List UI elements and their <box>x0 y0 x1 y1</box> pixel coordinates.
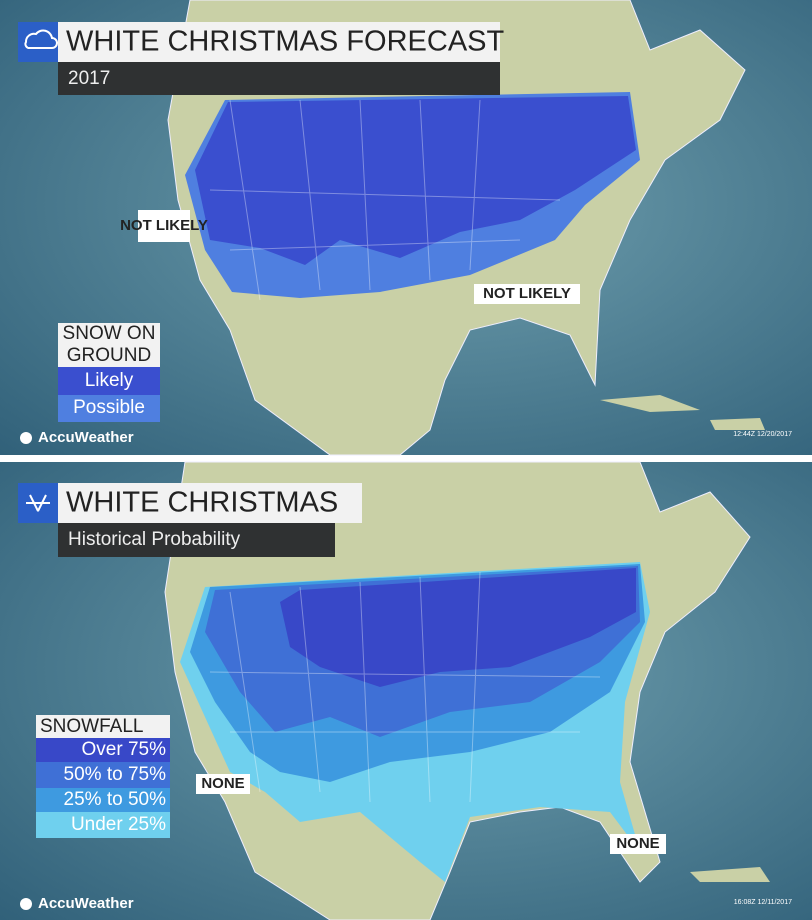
legend-title-box <box>58 323 160 367</box>
panel-historical: WHITE CHRISTMAS Historical Probability N… <box>0 461 812 920</box>
label-box <box>474 284 580 304</box>
legend-title: SNOW ON <box>63 323 156 344</box>
brand-logo <box>20 432 32 444</box>
brand-logo <box>20 898 32 910</box>
title-box <box>58 22 500 62</box>
legend-item: 25% to 50% <box>64 789 167 810</box>
timestamp: 12:44Z 12/20/2017 <box>733 431 792 438</box>
label-box <box>610 834 666 854</box>
map-label: NOT LIKELY <box>483 285 571 302</box>
legend-item: Possible <box>73 397 145 418</box>
legend-swatch <box>36 812 170 838</box>
map-label: NONE <box>201 775 244 792</box>
subtitle-box <box>58 62 500 95</box>
legend-item: Likely <box>85 370 134 391</box>
legend-swatch <box>36 788 170 812</box>
legend-title: SNOWFALL <box>40 716 143 737</box>
brand: AccuWeather <box>38 895 134 912</box>
panel-forecast: WHITE CHRISTMAS FORECAST 2017 NOT LIKELY… <box>0 0 812 456</box>
snow-likely-area <box>195 96 636 265</box>
over-75-area <box>280 568 636 687</box>
legend-swatch <box>36 738 170 762</box>
legend-item: 50% to 75% <box>64 764 167 785</box>
legend-item: Over 75% <box>82 739 167 760</box>
legend-title-box <box>36 715 170 738</box>
weather-icon <box>18 22 58 62</box>
title-box <box>58 483 362 523</box>
legend-swatch <box>58 395 160 422</box>
label-box <box>138 210 190 242</box>
brand: AccuWeather <box>38 429 134 446</box>
label-box <box>196 774 250 794</box>
legend-swatch <box>58 367 160 395</box>
state-lines <box>209 571 601 803</box>
legend-item: Under 25% <box>71 814 166 835</box>
legend-swatch <box>36 762 170 788</box>
subtitle: Historical Probability <box>68 529 241 550</box>
subtitle: 2017 <box>68 68 110 89</box>
timestamp: 16:08Z 12/11/2017 <box>734 899 792 906</box>
snowflake-icon <box>26 494 50 512</box>
legend-title: GROUND <box>67 345 151 366</box>
state-lines <box>209 99 561 301</box>
subtitle-box <box>58 523 335 557</box>
title: WHITE CHRISTMAS FORECAST <box>66 26 505 58</box>
map-label: NONE <box>616 835 659 852</box>
cloud-icon <box>24 29 58 50</box>
title: WHITE CHRISTMAS <box>66 487 338 519</box>
islands <box>600 395 765 430</box>
map-label: NOT LIKELY <box>120 217 208 234</box>
islands <box>690 867 770 882</box>
